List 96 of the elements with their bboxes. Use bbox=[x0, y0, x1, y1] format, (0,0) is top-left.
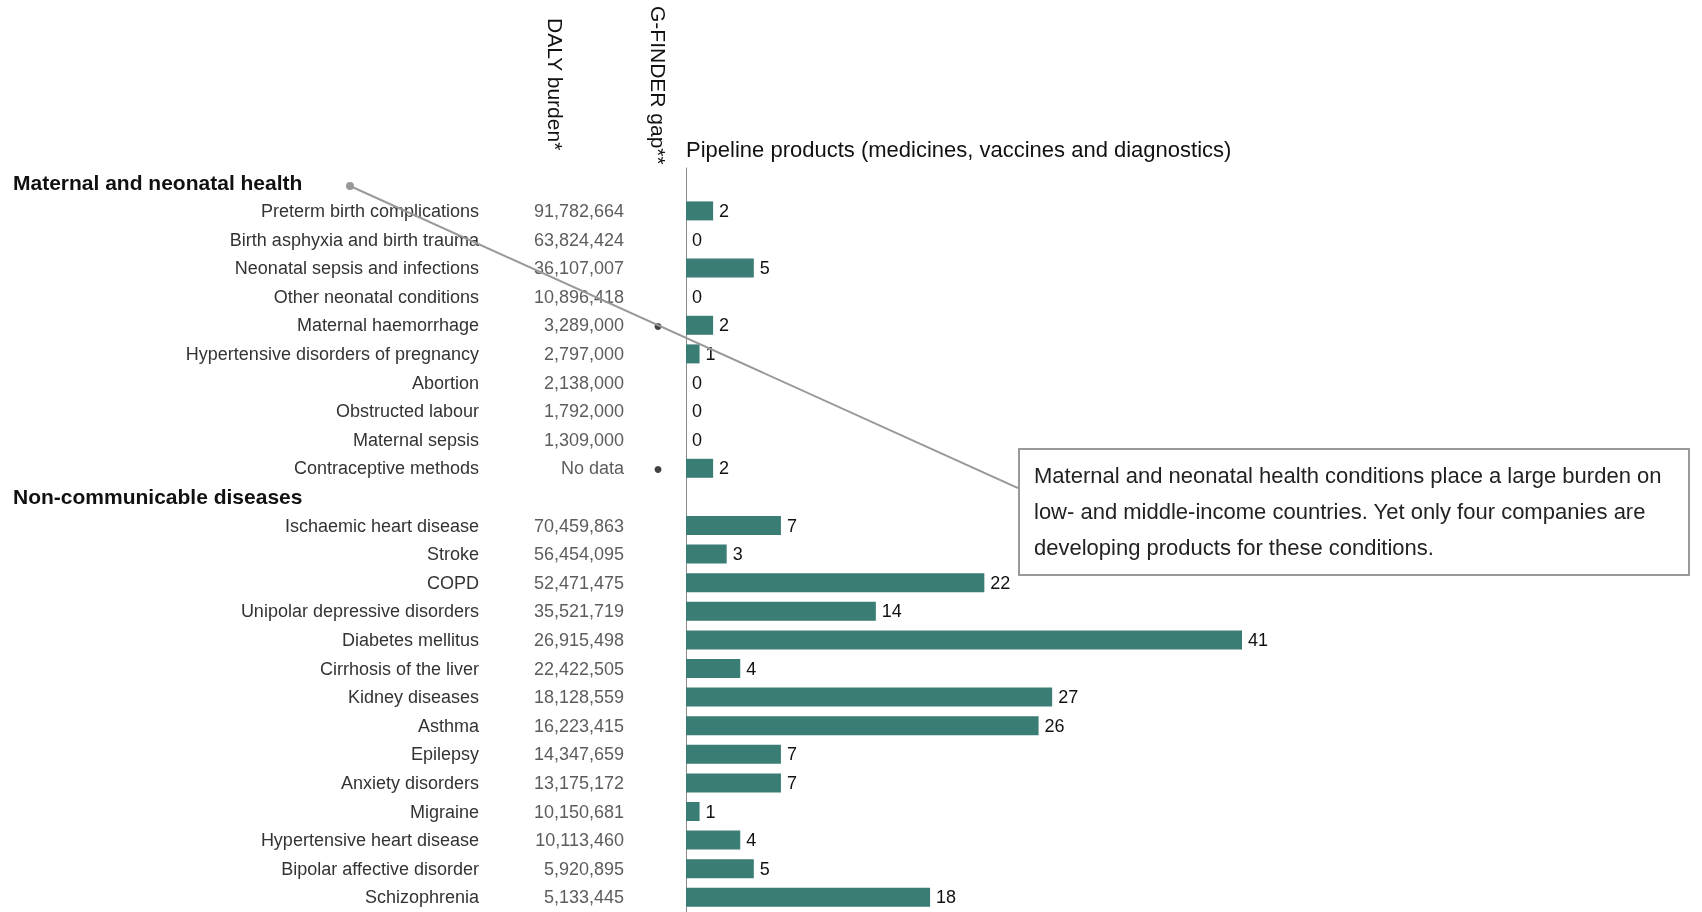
y-tick-label: Birth asphyxia and birth trauma bbox=[229, 229, 480, 250]
data-label: 22 bbox=[990, 572, 1011, 593]
y-tick-label: Hypertensive disorders of pregnancy bbox=[185, 343, 479, 364]
y-tick-label: Ischaemic heart disease bbox=[284, 515, 479, 536]
text: 56,454,095 bbox=[533, 544, 624, 565]
text: 13,175,172 bbox=[533, 772, 624, 793]
text: 2,138,000 bbox=[543, 372, 624, 393]
bar bbox=[686, 516, 781, 535]
bar bbox=[686, 887, 931, 907]
data-label: 0 bbox=[692, 429, 703, 450]
bar bbox=[686, 573, 985, 593]
data-label: 3 bbox=[732, 544, 743, 565]
text: 10,113,460 bbox=[535, 830, 624, 851]
data-label: 0 bbox=[692, 286, 703, 307]
data-label: 7 bbox=[786, 744, 797, 765]
bar bbox=[686, 544, 727, 564]
data-label: 5 bbox=[759, 858, 770, 879]
y-tick-label: Migraine bbox=[409, 801, 479, 822]
bar bbox=[686, 258, 754, 278]
data-label: 2 bbox=[719, 200, 730, 221]
y-tick-label: Stroke bbox=[426, 544, 479, 565]
y-tick-label: Cirrhosis of the liver bbox=[319, 658, 480, 679]
legend-label: G-FINDER gap** bbox=[646, 6, 670, 165]
text: Maternal and neonatal health bbox=[13, 170, 303, 194]
data-label: 4 bbox=[746, 830, 757, 851]
bar bbox=[686, 687, 1053, 707]
bar bbox=[686, 344, 700, 364]
x-axis-title: Pipeline products (medicines, vaccines and diagnostics) bbox=[686, 136, 1232, 162]
text: DALY burden* bbox=[543, 18, 567, 151]
y-tick-label: Neonatal sepsis and infections bbox=[234, 258, 479, 279]
bar bbox=[686, 744, 781, 764]
y-tick-label: Abortion bbox=[411, 372, 479, 393]
text: ● bbox=[653, 459, 663, 477]
data-label: 1 bbox=[705, 801, 716, 822]
data-label: 4 bbox=[746, 658, 757, 679]
data-label: 41 bbox=[1248, 629, 1269, 650]
y-tick-label: Maternal sepsis bbox=[352, 429, 479, 450]
data-label: 27 bbox=[1058, 687, 1079, 708]
bar bbox=[686, 716, 1039, 736]
bar bbox=[686, 458, 714, 478]
text: 1,792,000 bbox=[543, 401, 624, 422]
y-tick-label: Anxiety disorders bbox=[340, 772, 479, 793]
bar bbox=[686, 601, 876, 621]
data-label: 14 bbox=[881, 601, 902, 622]
data-label: 0 bbox=[692, 401, 703, 422]
bar bbox=[686, 802, 700, 821]
text: 63,824,424 bbox=[533, 229, 624, 250]
y-tick-label: Maternal haemorrhage bbox=[296, 315, 479, 336]
bar bbox=[686, 201, 714, 221]
y-tick-label: Other neonatal conditions bbox=[273, 286, 479, 307]
bar bbox=[686, 315, 714, 335]
data-label: 0 bbox=[692, 372, 703, 393]
text: Non-communicable diseases bbox=[13, 485, 303, 509]
text: 52,471,475 bbox=[533, 572, 624, 593]
data-label: 2 bbox=[719, 315, 730, 336]
bar bbox=[686, 773, 781, 793]
y-tick-label: Bipolar affective disorder bbox=[281, 858, 479, 879]
y-tick-label: Obstructed labour bbox=[335, 401, 479, 422]
text: 35,521,719 bbox=[533, 601, 624, 622]
bar bbox=[686, 859, 754, 879]
text: 16,223,415 bbox=[533, 715, 624, 736]
y-tick-label: Preterm birth complications bbox=[260, 200, 479, 221]
text: 10,150,681 bbox=[533, 801, 624, 822]
data-label: 26 bbox=[1044, 715, 1065, 736]
y-tick-label: Unipolar depressive disorders bbox=[240, 601, 479, 622]
bar bbox=[686, 630, 1242, 650]
text: 36,107,007 bbox=[533, 258, 624, 279]
data-label: 18 bbox=[936, 887, 957, 908]
text: 26,915,498 bbox=[533, 629, 624, 650]
text: 70,459,863 bbox=[533, 515, 624, 536]
y-tick-label: Kidney diseases bbox=[347, 687, 479, 708]
text: 3,289,000 bbox=[543, 315, 624, 336]
data-label: 7 bbox=[786, 515, 797, 536]
text: 18,128,559 bbox=[533, 687, 624, 708]
bar bbox=[686, 659, 741, 678]
text: 22,422,505 bbox=[533, 658, 624, 679]
data-label: 0 bbox=[692, 229, 703, 250]
text: 1,309,000 bbox=[543, 429, 624, 450]
text: 2,797,000 bbox=[543, 343, 624, 364]
y-tick-label: Schizophrenia bbox=[364, 887, 480, 908]
data-label: 5 bbox=[759, 258, 770, 279]
bar bbox=[686, 830, 741, 850]
y-tick-label: Diabetes mellitus bbox=[341, 629, 479, 650]
data-label: 7 bbox=[786, 772, 797, 793]
text: 14,347,659 bbox=[533, 744, 624, 765]
text: 5,133,445 bbox=[543, 887, 624, 908]
y-tick-label: Contraceptive methods bbox=[293, 458, 479, 479]
y-tick-label: Asthma bbox=[417, 715, 480, 736]
text: 91,782,664 bbox=[533, 200, 624, 221]
text: No data bbox=[560, 458, 624, 479]
text: 5,920,895 bbox=[543, 858, 624, 879]
annotation: Maternal and neonatal health conditions place a large burden on low- and middle-income countries. Yet only four companies are developing products for these conditions. bbox=[1018, 448, 1690, 576]
y-tick-label: COPD bbox=[426, 572, 479, 593]
y-tick-label: Epilepsy bbox=[410, 744, 479, 765]
data-label: 2 bbox=[719, 458, 730, 479]
y-tick-label: Hypertensive heart disease bbox=[260, 830, 479, 851]
